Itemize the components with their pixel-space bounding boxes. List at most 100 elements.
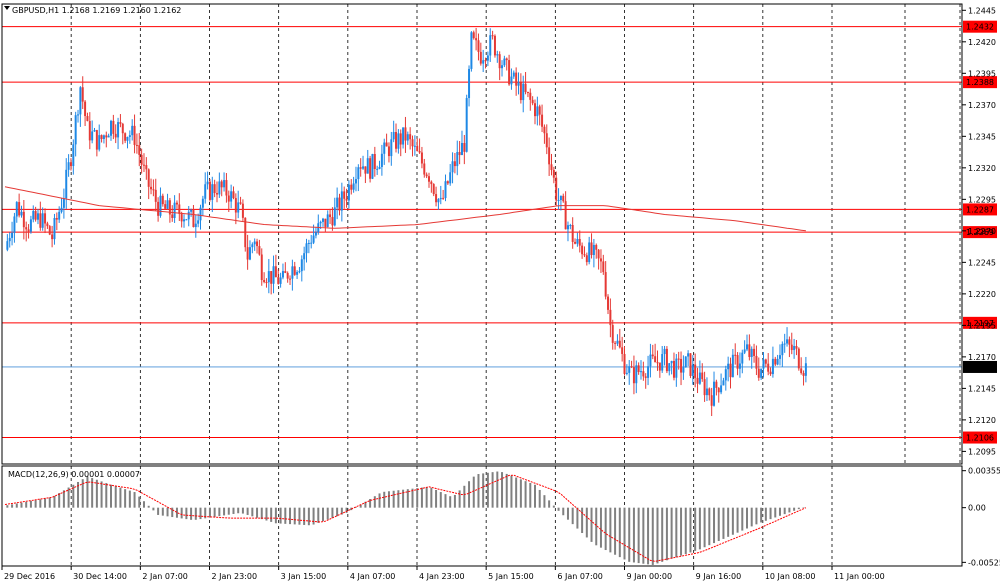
candle-body [585, 255, 588, 263]
candle-body [32, 211, 35, 220]
candle-body [684, 356, 687, 368]
candle-body [475, 38, 478, 41]
candle-body [48, 226, 51, 235]
macd-histogram-bar [359, 504, 362, 508]
macd-histogram-bar [411, 488, 414, 508]
macd-histogram-bar [684, 507, 687, 555]
macd-histogram-bar [354, 507, 357, 508]
candle-body [552, 170, 555, 178]
candle-body [197, 220, 200, 224]
macd-histogram-bar [510, 475, 513, 508]
macd-histogram-bar [397, 490, 400, 508]
candle-body [131, 125, 134, 136]
candle-body [550, 164, 553, 171]
macd-histogram-bar [746, 507, 748, 529]
macd-histogram-bar [246, 507, 249, 515]
macd-histogram-bar [727, 507, 730, 537]
candle-body [569, 225, 572, 227]
macd-histogram-bar [48, 497, 51, 508]
macd-histogram-bar [618, 507, 621, 558]
candle-body [114, 133, 117, 138]
candle-body [267, 271, 270, 283]
dropdown-arrow-icon[interactable] [4, 6, 10, 10]
macd-histogram-bar [95, 479, 98, 508]
macd-histogram-bar [486, 472, 489, 508]
candle-body [74, 115, 77, 145]
macd-histogram-bar [402, 489, 405, 508]
candle-body [402, 127, 405, 145]
macd-histogram-bar [439, 492, 442, 508]
macd-histogram-bar [232, 507, 235, 514]
macd-histogram-bar [453, 494, 456, 508]
candle-body [420, 152, 423, 164]
candle-body [746, 344, 748, 350]
candle-body [691, 364, 694, 376]
candle-body [329, 214, 332, 218]
macd-histogram-bar [293, 507, 296, 525]
candle-body [526, 91, 529, 93]
candle-body [609, 309, 612, 326]
macd-histogram-bar [703, 507, 706, 548]
candle-body [734, 354, 737, 356]
candle-body [757, 368, 760, 378]
candle-body [607, 296, 610, 310]
candle-body [6, 241, 9, 250]
candle-body [555, 177, 558, 201]
candle-body [366, 158, 369, 174]
macd-histogram-bar [416, 488, 419, 508]
macd-histogram-bar [698, 507, 701, 550]
macd-histogram-bar [458, 490, 461, 508]
candle-body [708, 388, 711, 396]
candle-body [635, 365, 638, 384]
candle-body [705, 388, 708, 396]
macd-histogram-bar [72, 484, 75, 508]
candle-body [161, 195, 164, 205]
macd-histogram-bar [571, 507, 574, 525]
candle-body [583, 254, 586, 256]
candle-body [110, 120, 112, 136]
candle-body [142, 164, 145, 166]
level-tag-label: 1.2287 [966, 205, 994, 214]
macd-y-tick-label: 0.00 [968, 504, 986, 513]
candle-body [385, 142, 388, 147]
moving-average [4, 186, 806, 232]
candle-body [305, 243, 308, 254]
candle-body [208, 181, 211, 200]
candle-body [529, 92, 532, 100]
macd-histogram-bar [604, 507, 607, 551]
macd-histogram-bar [425, 487, 428, 508]
candle-body [453, 161, 456, 167]
macd-histogram-bar [552, 505, 555, 508]
candle-body [776, 358, 779, 365]
candle-body [84, 101, 87, 117]
candle-body [430, 181, 433, 185]
candle-body [399, 133, 402, 145]
macd-histogram-bar [138, 496, 141, 508]
axes: 1.2445 1.2420 1.2395 1.2370 1.2345 1.2320 1.22… [1, 3, 1000, 581]
candle-body [53, 218, 56, 240]
candle-body [491, 35, 494, 37]
candle-body [512, 72, 515, 77]
candle-body [404, 127, 407, 141]
candle-body [112, 120, 115, 134]
candle-body [44, 213, 47, 224]
macd-histogram-bar [628, 507, 631, 562]
macd-histogram-bar [204, 507, 207, 519]
candle-body [439, 197, 442, 200]
candle-body [397, 133, 400, 149]
macd-histogram-bar [270, 507, 273, 522]
candle-body [185, 219, 188, 221]
candle-body [618, 340, 621, 348]
candle-body [522, 83, 525, 101]
macd-histogram-bar [661, 507, 664, 562]
candle-body [793, 346, 796, 351]
candle-body [534, 103, 536, 117]
candle-body [187, 211, 190, 220]
candles [6, 27, 807, 417]
y-tick-label: 1.2220 [968, 290, 996, 299]
candle-body [246, 247, 249, 260]
current-price-tag [963, 360, 997, 373]
candle-body [566, 225, 569, 230]
grid [70, 4, 961, 566]
macd-histogram-bar [91, 478, 94, 508]
